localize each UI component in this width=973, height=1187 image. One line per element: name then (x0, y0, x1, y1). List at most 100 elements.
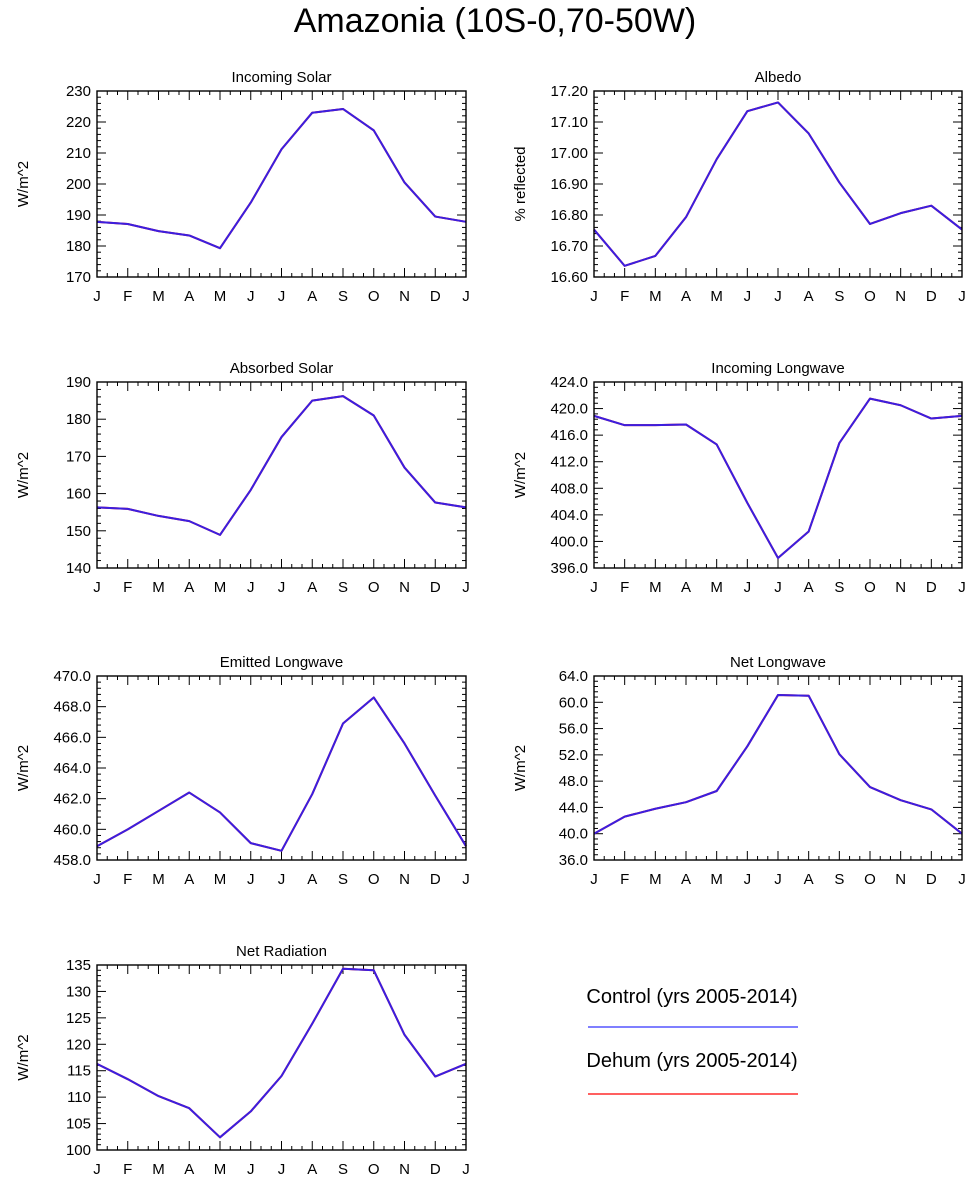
series-line-dehum-yrs-2005-2014-net-longwave (593, 694, 963, 835)
x-tick-label: J (247, 871, 255, 888)
x-tick-label: J (247, 1161, 255, 1178)
x-tick-label: J (958, 579, 966, 596)
plot-frame-incoming-longwave (593, 381, 963, 569)
x-tick-label: F (123, 288, 132, 305)
x-tick-label: F (620, 288, 629, 305)
y-tick-label: 190 (66, 374, 91, 391)
x-tick-label: O (368, 288, 380, 305)
x-tick-label: M (214, 871, 227, 888)
x-tick-label: N (399, 579, 410, 596)
x-tick-label: M (152, 871, 165, 888)
x-tick-label: A (681, 871, 691, 888)
y-tick-label: 200 (66, 176, 91, 193)
x-tick-label: F (123, 871, 132, 888)
x-tick-label: N (895, 871, 906, 888)
x-tick-label: J (462, 1161, 470, 1178)
panel-title-net-longwave: Net Longwave (730, 654, 826, 671)
panel-emitted-longwave: Emitted Longwave W/m^2 458.0 460.0 462.0 464.… (15, 654, 470, 888)
x-tick-label: J (590, 288, 598, 305)
x-tick-label: O (864, 579, 876, 596)
y-tick-label: 170 (66, 448, 91, 465)
x-tick-label: J (462, 579, 470, 596)
x-tick-label: N (895, 288, 906, 305)
y-tick-label: 220 (66, 114, 91, 131)
y-tick-label: 17.00 (550, 145, 588, 162)
panel-incoming-solar: Incoming Solar W/m^2 170 180 190 200 210 220 230… (15, 69, 470, 305)
x-tick-label: N (399, 1161, 410, 1178)
x-tick-label: D (926, 579, 937, 596)
x-tick-label: J (247, 288, 255, 305)
x-tick-label: A (184, 871, 194, 888)
x-tick-label: J (462, 288, 470, 305)
y-tick-label: 404.0 (550, 507, 588, 524)
series-line-control-yrs-2005-2014-emitted-longwave (96, 696, 467, 852)
x-tick-label: F (123, 1161, 132, 1178)
y-tick-label: 458.0 (53, 852, 91, 869)
x-tick-label: O (864, 871, 876, 888)
series-line-control-yrs-2005-2014-net-radiation (96, 967, 467, 1139)
y-tick-label: 17.20 (550, 83, 588, 100)
x-tick-label: F (123, 579, 132, 596)
x-tick-label: A (307, 579, 317, 596)
y-axis-label-net-radiation: W/m^2 (15, 1034, 32, 1080)
y-axis-label-incoming-solar: W/m^2 (15, 161, 32, 207)
x-tick-label: J (247, 579, 255, 596)
y-tick-label: 416.0 (550, 427, 588, 444)
plot-frame-net-radiation (96, 964, 467, 1151)
x-tick-label: J (93, 579, 101, 596)
x-tick-label: J (774, 871, 782, 888)
x-tick-label: A (804, 288, 814, 305)
series-line-control-yrs-2005-2014-incoming-solar (96, 107, 467, 250)
x-tick-label: M (710, 288, 723, 305)
panel-title-incoming-solar: Incoming Solar (231, 69, 331, 86)
panels-container: Incoming Solar W/m^2 170 180 190 200 210 220 230… (15, 69, 966, 1178)
x-tick-label: J (93, 871, 101, 888)
x-tick-label: A (307, 871, 317, 888)
y-tick-label: 52.0 (559, 747, 588, 764)
x-tick-label: J (93, 1161, 101, 1178)
panel-title-net-radiation: Net Radiation (236, 943, 327, 960)
y-axis-label-albedo: % reflected (512, 146, 529, 221)
x-tick-label: J (278, 579, 286, 596)
x-tick-label: J (958, 871, 966, 888)
series-line-dehum-yrs-2005-2014-net-radiation (96, 967, 467, 1139)
y-tick-label: 105 (66, 1116, 91, 1133)
panel-title-albedo: Albedo (755, 69, 802, 86)
y-tick-label: 464.0 (53, 760, 91, 777)
x-tick-label: A (804, 579, 814, 596)
panel-title-incoming-longwave: Incoming Longwave (711, 360, 844, 377)
y-tick-label: 170 (66, 269, 91, 286)
x-tick-label: F (620, 579, 629, 596)
x-tick-label: F (620, 871, 629, 888)
y-tick-label: 135 (66, 957, 91, 974)
x-tick-label: J (590, 871, 598, 888)
y-tick-label: 40.0 (559, 826, 588, 843)
plot-frame-incoming-solar (96, 90, 467, 278)
y-axis-label-net-longwave: W/m^2 (512, 745, 529, 791)
x-tick-label: A (307, 288, 317, 305)
y-tick-label: 160 (66, 486, 91, 503)
x-tick-label: S (338, 288, 348, 305)
x-tick-label: N (399, 871, 410, 888)
y-tick-label: 230 (66, 83, 91, 100)
legend: Control (yrs 2005-2014) Dehum (yrs 2005-… (586, 986, 798, 1095)
x-tick-label: N (399, 288, 410, 305)
y-tick-label: 120 (66, 1036, 91, 1053)
x-tick-label: J (774, 288, 782, 305)
x-tick-label: J (744, 288, 752, 305)
x-tick-label: M (214, 1161, 227, 1178)
y-tick-label: 60.0 (559, 694, 588, 711)
y-tick-label: 64.0 (559, 668, 588, 685)
series-line-control-yrs-2005-2014-incoming-longwave (593, 397, 963, 560)
panel-net-radiation: Net Radiation W/m^2 100 105 110 115 120 125 130 1… (15, 943, 470, 1178)
x-tick-label: N (895, 579, 906, 596)
figure-title: Amazonia (10S-0,70-50W) (294, 2, 697, 40)
x-tick-label: M (152, 288, 165, 305)
x-tick-label: M (649, 579, 662, 596)
x-tick-label: A (681, 288, 691, 305)
x-tick-label: M (649, 288, 662, 305)
y-tick-label: 190 (66, 207, 91, 224)
x-tick-label: D (926, 871, 937, 888)
x-tick-label: J (278, 871, 286, 888)
x-tick-label: J (774, 579, 782, 596)
